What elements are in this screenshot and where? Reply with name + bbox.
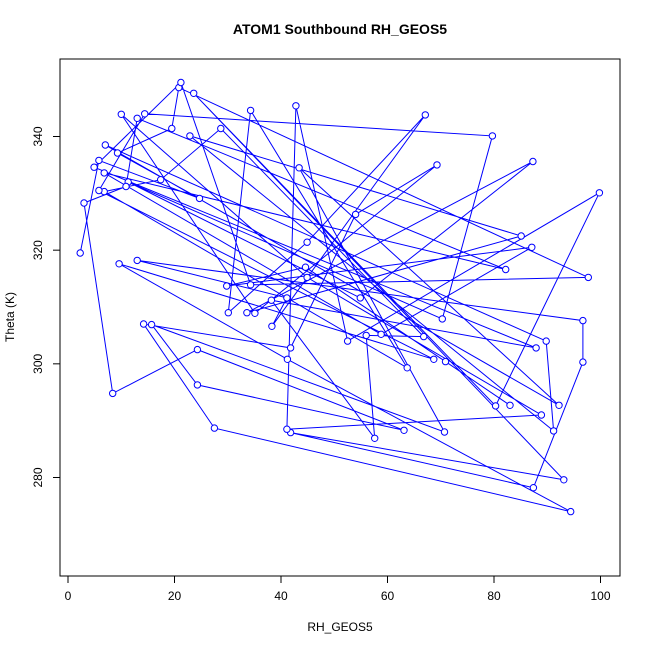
data-point <box>141 110 149 118</box>
x-tick-label: 0 <box>65 589 72 603</box>
y-tick-label: 340 <box>31 126 45 146</box>
data-point <box>283 294 291 302</box>
data-point <box>555 401 563 409</box>
data-point <box>377 330 385 338</box>
data-point <box>292 102 300 110</box>
data-point <box>584 273 592 282</box>
chart-title: ATOM1 Southbound RH_GEOS5 <box>233 21 447 37</box>
data-point <box>560 476 568 484</box>
data-point <box>217 124 225 133</box>
data-point <box>246 106 255 115</box>
x-tick-label: 40 <box>274 589 288 603</box>
data-point <box>267 296 276 304</box>
data-point <box>90 163 98 171</box>
data-point <box>95 186 103 195</box>
data-point <box>76 249 84 257</box>
data-point <box>283 355 292 363</box>
data-point <box>246 281 255 289</box>
data-point <box>157 176 165 184</box>
y-tick-label: 320 <box>31 240 45 260</box>
data-point <box>95 156 103 165</box>
data-point <box>529 484 538 492</box>
data-point <box>133 114 141 123</box>
data-point <box>303 238 311 246</box>
data-point <box>440 428 449 436</box>
x-tick-label: 100 <box>590 589 610 603</box>
y-axis: 280 300 320 340 <box>31 126 61 488</box>
data-point <box>177 78 185 87</box>
data-point <box>303 273 311 282</box>
x-axis: 0 20 40 60 80 100 <box>65 575 611 603</box>
data-point <box>362 331 370 340</box>
data-point <box>168 124 176 133</box>
data-point <box>343 337 352 345</box>
data-point <box>193 345 202 354</box>
data-point <box>224 309 233 317</box>
data-point <box>117 110 126 119</box>
data-point <box>506 401 514 409</box>
data-point <box>100 169 108 177</box>
data-point <box>115 260 123 268</box>
data-point <box>286 344 295 352</box>
series-line <box>79 81 601 513</box>
data-point <box>491 402 500 410</box>
data-point <box>542 337 550 345</box>
data-point <box>421 111 429 119</box>
data-point <box>109 389 117 398</box>
y-tick-label: 300 <box>31 354 45 374</box>
data-point <box>579 316 587 325</box>
data-point <box>251 309 259 317</box>
data-point <box>223 282 231 290</box>
data-point <box>283 425 291 433</box>
data-point <box>567 507 575 516</box>
data-point <box>579 358 587 366</box>
series-layer <box>76 78 604 516</box>
data-point <box>403 364 411 372</box>
data-point <box>537 411 546 419</box>
data-point <box>430 355 438 363</box>
data-point <box>528 243 536 252</box>
data-point <box>488 132 497 140</box>
data-point <box>529 157 537 166</box>
data-point <box>517 232 525 240</box>
data-point <box>438 315 446 323</box>
data-point <box>420 332 428 341</box>
data-point <box>549 427 558 435</box>
data-point <box>190 89 198 98</box>
data-point <box>371 434 379 442</box>
data-point <box>502 265 510 274</box>
data-point <box>101 141 110 149</box>
data-point <box>195 194 204 203</box>
data-point <box>80 199 88 207</box>
x-tick-label: 60 <box>381 589 395 603</box>
data-point <box>301 263 310 271</box>
data-point <box>268 322 276 330</box>
data-point <box>186 132 194 140</box>
data-point <box>400 426 408 434</box>
data-point <box>433 161 441 169</box>
data-point <box>210 424 219 432</box>
data-point <box>441 357 450 366</box>
x-tick-label: 80 <box>487 589 501 603</box>
data-point <box>595 189 604 197</box>
data-point <box>243 309 251 317</box>
data-point <box>295 164 303 172</box>
data-point <box>147 320 156 329</box>
y-axis-label: Theta (K) <box>3 292 17 342</box>
data-point <box>113 149 122 157</box>
data-point <box>351 210 360 219</box>
y-tick-label: 280 <box>31 467 45 487</box>
x-axis-label: RH_GEOS5 <box>307 620 373 634</box>
data-point <box>122 182 130 191</box>
x-tick-label: 20 <box>168 589 182 603</box>
data-point <box>133 256 141 265</box>
data-point <box>532 344 540 352</box>
data-point <box>139 320 148 328</box>
data-point <box>193 381 202 389</box>
data-point <box>356 294 364 302</box>
